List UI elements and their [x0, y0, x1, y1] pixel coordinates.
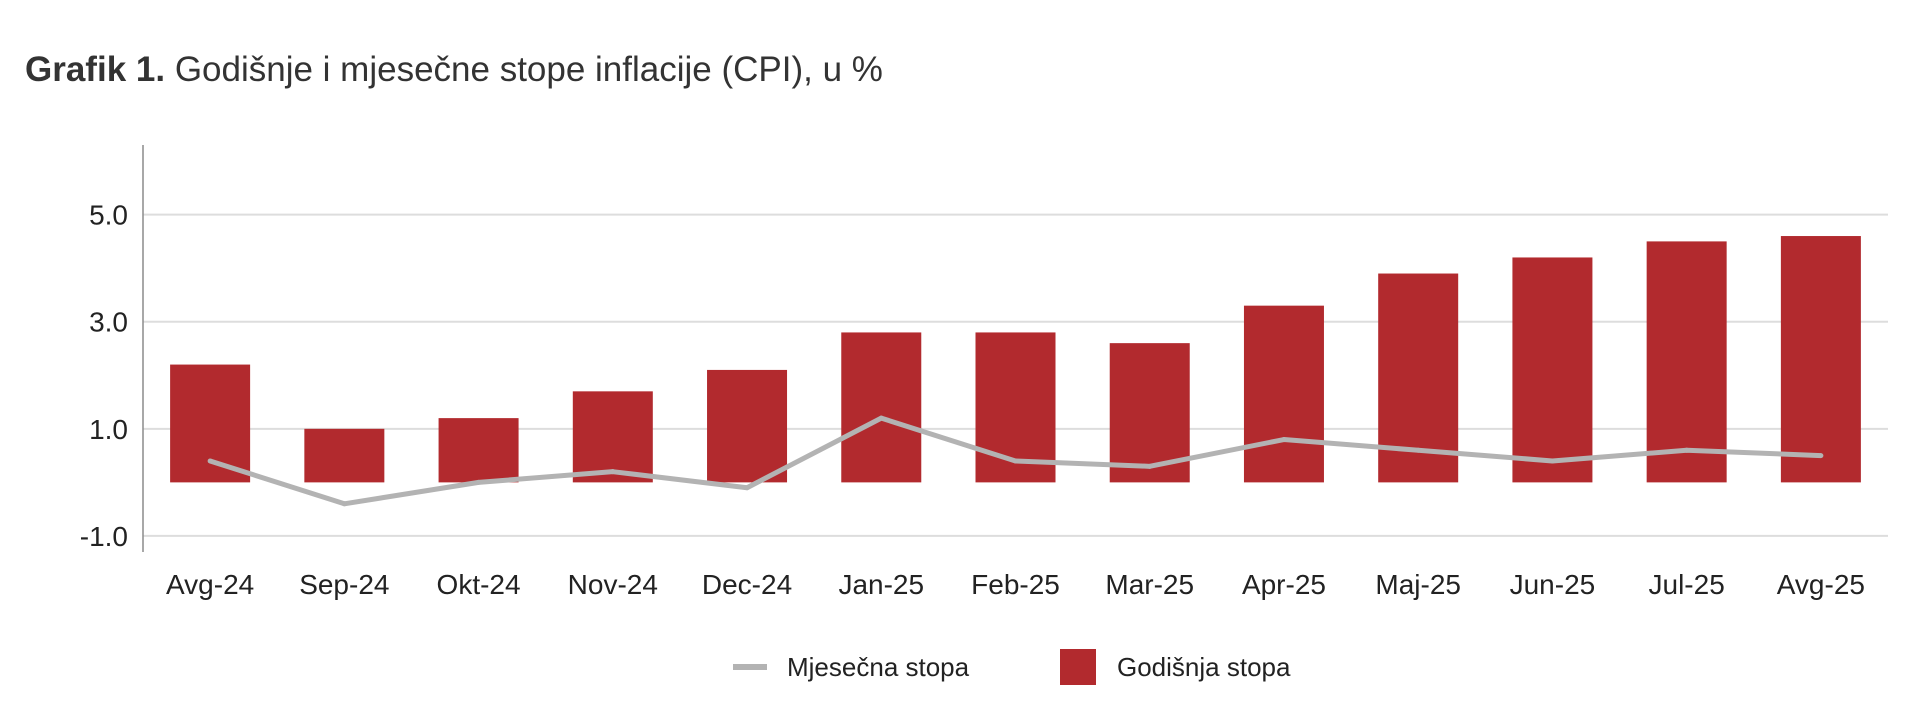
- line-point: [610, 469, 616, 475]
- legend-label-godisnja: Godišnja stopa: [1117, 652, 1291, 682]
- y-tick-label: -1.0: [80, 521, 128, 552]
- x-tick-label: Apr-25: [1242, 569, 1326, 600]
- chart-title: Grafik 1. Godišnje i mjesečne stope infl…: [25, 50, 883, 90]
- line-point: [476, 479, 482, 485]
- x-tick-label: Nov-24: [568, 569, 658, 600]
- bar: [1646, 241, 1727, 483]
- bar: [1243, 305, 1324, 483]
- bar: [572, 391, 653, 483]
- legend: Mjesečna stopa Godišnja stopa: [733, 649, 1291, 685]
- chart-title-bold: Grafik 1.: [25, 50, 166, 89]
- bar: [707, 369, 788, 483]
- bar-series: [170, 236, 1861, 483]
- bar: [304, 428, 385, 483]
- x-tick-label: Dec-24: [702, 569, 792, 600]
- line-point: [1684, 447, 1690, 453]
- chart-title-text: Godišnje i mjesečne stope inflacije (CPI…: [174, 50, 883, 89]
- x-axis-labels: Avg-24 Sep-24 Okt-24 Nov-24 Dec-24 Jan-25 Feb-…: [166, 569, 1865, 600]
- x-tick-label: Avg-24: [166, 569, 254, 600]
- x-tick-label: Jan-25: [838, 569, 924, 600]
- bar: [841, 332, 922, 483]
- x-tick-label: Sep-24: [299, 569, 389, 600]
- bar: [1780, 236, 1861, 483]
- y-tick-label: 5.0: [89, 200, 128, 231]
- line-point: [1147, 463, 1153, 469]
- x-tick-label: Jul-25: [1649, 569, 1725, 600]
- line-point: [744, 485, 750, 491]
- bar: [438, 418, 519, 483]
- line-point: [878, 415, 884, 421]
- line-point: [1415, 447, 1421, 453]
- line-point: [1281, 437, 1287, 443]
- line-point: [1818, 453, 1824, 459]
- line-point: [341, 501, 347, 507]
- bar: [975, 332, 1056, 483]
- line-point: [1013, 458, 1018, 464]
- line-point: [1549, 458, 1555, 464]
- x-tick-label: Feb-25: [971, 569, 1060, 600]
- x-tick-label: Okt-24: [437, 569, 521, 600]
- line-series: [207, 415, 1824, 507]
- legend-label-mjesecna: Mjesečna stopa: [787, 652, 970, 682]
- bar: [1512, 257, 1593, 483]
- y-axis-ticks: 5.0 3.0 1.0 -1.0: [80, 200, 128, 552]
- y-tick-label: 1.0: [89, 414, 128, 445]
- x-tick-label: Maj-25: [1375, 569, 1461, 600]
- x-tick-label: Mar-25: [1105, 569, 1194, 600]
- bar: [170, 364, 251, 483]
- line-point: [207, 458, 213, 464]
- y-tick-label: 3.0: [89, 307, 128, 338]
- legend-bar-swatch: [1060, 649, 1096, 685]
- x-tick-label: Jun-25: [1510, 569, 1596, 600]
- x-tick-label: Avg-25: [1777, 569, 1865, 600]
